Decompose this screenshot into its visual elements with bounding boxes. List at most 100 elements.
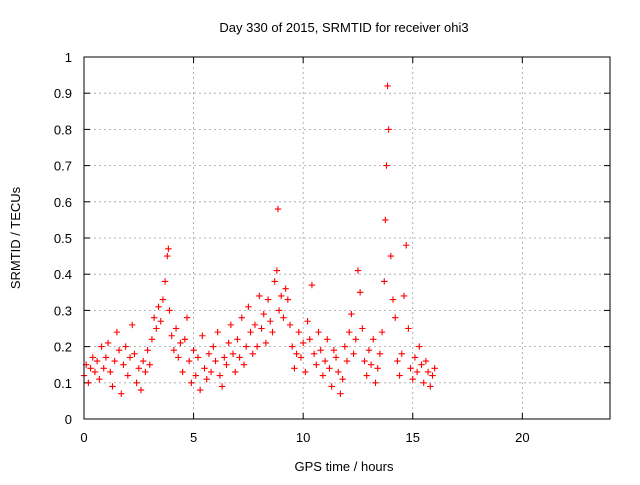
data-point: [115, 347, 123, 354]
y-axis-label: SRMTID / TECUs: [8, 186, 23, 289]
data-point: [359, 325, 366, 332]
data-point: [267, 318, 274, 325]
data-point: [260, 310, 267, 318]
data-point: [293, 350, 300, 358]
data-point: [135, 365, 142, 372]
data-point: [164, 252, 171, 260]
data-point: [319, 372, 327, 379]
data-point: [122, 343, 129, 350]
data-point: [238, 314, 245, 321]
data-point: [400, 292, 408, 300]
data-point: [370, 336, 377, 343]
data-point: [392, 314, 399, 321]
data-point: [139, 357, 147, 365]
data-point: [304, 318, 311, 325]
y-tick-label: 0.3: [54, 303, 72, 318]
data-point: [269, 328, 276, 336]
data-point: [137, 386, 145, 394]
data-point: [291, 365, 298, 372]
data-point: [258, 325, 265, 332]
data-point: [348, 310, 355, 318]
data-point: [264, 296, 272, 303]
data-point: [111, 357, 118, 365]
data-point: [424, 368, 432, 376]
data-point: [240, 361, 248, 368]
data-point: [394, 357, 401, 365]
data-point: [405, 325, 412, 332]
data-point: [102, 354, 110, 361]
data-point: [203, 375, 210, 383]
data-point: [183, 314, 191, 321]
data-point: [144, 347, 151, 354]
data-point: [361, 357, 368, 365]
data-point: [378, 328, 386, 336]
data-point: [302, 368, 309, 376]
data-point: [165, 245, 172, 253]
data-point: [422, 357, 430, 365]
data-point: [104, 339, 112, 347]
data-point: [330, 347, 338, 354]
grid: [84, 57, 610, 419]
data-point: [192, 372, 199, 379]
data-point: [148, 336, 156, 343]
data-point: [282, 285, 289, 292]
data-point: [317, 347, 324, 354]
data-point: [100, 365, 107, 372]
data-point: [343, 357, 351, 365]
x-tick-label: 0: [80, 430, 87, 445]
data-point: [315, 328, 322, 336]
data-point: [216, 372, 224, 379]
data-point: [339, 375, 346, 383]
data-point: [431, 365, 438, 372]
x-tick-label: 5: [190, 430, 197, 445]
data-point: [113, 328, 121, 336]
data-point: [398, 350, 405, 358]
data-point: [402, 242, 410, 249]
data-point: [186, 357, 193, 365]
data-point: [242, 343, 250, 350]
data-point: [418, 361, 425, 368]
data-point: [212, 357, 219, 365]
y-tick-label: 0.6: [54, 195, 72, 210]
data-point: [129, 321, 136, 329]
plot-frame: [83, 56, 611, 420]
data-point: [98, 343, 105, 350]
data-point: [85, 379, 92, 386]
data-point: [196, 386, 204, 394]
y-tick-label: 0.7: [54, 159, 72, 174]
data-point: [306, 336, 313, 343]
x-tick-label: 10: [296, 430, 310, 445]
data-point: [205, 350, 213, 358]
x-tick-label: 20: [515, 430, 529, 445]
y-tick-label: 0.1: [54, 376, 72, 391]
data-point: [236, 354, 243, 361]
data-point: [396, 372, 403, 379]
data-point: [161, 278, 169, 285]
data-series: [80, 82, 438, 397]
data-point: [170, 347, 178, 354]
data-point: [207, 368, 215, 376]
data-point: [199, 332, 206, 339]
y-tick-label: 0: [65, 412, 72, 427]
data-point: [87, 365, 94, 372]
data-point: [328, 383, 335, 390]
data-point: [381, 278, 388, 285]
data-point: [280, 314, 287, 321]
data-point: [124, 372, 132, 379]
data-point: [356, 289, 364, 296]
data-point: [363, 372, 370, 379]
data-point: [232, 368, 239, 376]
data-point: [335, 368, 342, 376]
data-point: [427, 383, 434, 390]
data-point: [365, 347, 373, 354]
data-point: [155, 303, 162, 310]
data-point: [411, 354, 419, 361]
data-point: [107, 368, 114, 376]
data-point: [234, 336, 241, 343]
data-point: [227, 321, 235, 329]
data-point: [313, 361, 320, 368]
y-tick-label: 0.2: [54, 340, 72, 355]
data-point: [153, 325, 160, 332]
data-point: [210, 343, 217, 350]
